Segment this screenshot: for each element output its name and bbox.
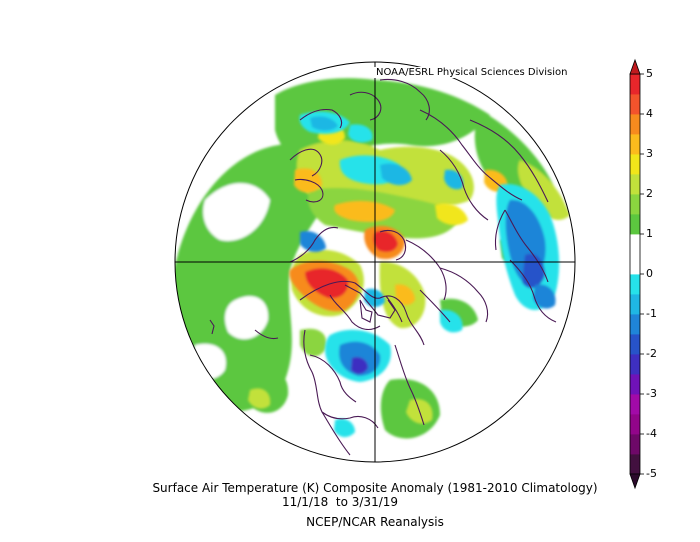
colorbar-swatch xyxy=(630,414,640,435)
colorbar-tick-label: 0 xyxy=(646,267,653,280)
colorbar-swatch xyxy=(630,114,640,135)
colorbar-swatch xyxy=(630,134,640,155)
colorbar-tick-label: -3 xyxy=(646,387,657,400)
hemisphere-border xyxy=(174,61,576,463)
date-range: 11/1/18 to 3/31/19 xyxy=(0,495,690,509)
colorbar-top-arrow xyxy=(629,58,641,75)
graticule xyxy=(175,62,575,462)
colorbar-swatch xyxy=(630,74,640,95)
colorbar-swatch xyxy=(630,434,640,455)
colorbar-tick-label: 3 xyxy=(646,147,653,160)
colorbar-swatch xyxy=(630,254,640,275)
period-end: 3/31/19 xyxy=(351,495,399,509)
colorbar-tick-label: -2 xyxy=(646,347,657,360)
colorbar-swatch xyxy=(630,354,640,375)
colorbar-swatch xyxy=(630,294,640,315)
map-title: Surface Air Temperature (K) Composite An… xyxy=(152,481,598,495)
colorbar xyxy=(629,58,644,490)
colorbar-swatch xyxy=(630,234,640,255)
colorbar-swatch xyxy=(630,454,640,475)
colorbar-swatch xyxy=(630,314,640,335)
period-start: 11/1/18 xyxy=(281,495,329,509)
colorbar-tick-label: -4 xyxy=(646,427,657,440)
colorbar-swatch xyxy=(630,374,640,395)
colorbar-tick-label: 2 xyxy=(646,187,653,200)
coastlines xyxy=(209,78,557,456)
colorbar-swatch xyxy=(630,194,640,215)
hemisphere-disc xyxy=(175,62,575,462)
credit-label: NOAA/ESRL Physical Sciences Division xyxy=(374,67,570,78)
colorbar-tick-label: 5 xyxy=(646,67,653,80)
period-separator: to xyxy=(335,495,348,509)
colorbar-swatch xyxy=(630,334,640,355)
colorbar-tick-label: -5 xyxy=(646,467,657,480)
data-source: NCEP/NCAR Reanalysis xyxy=(306,515,444,529)
colorbar-tick-label: 1 xyxy=(646,227,653,240)
colorbar-swatch xyxy=(630,154,640,175)
colorbar-bottom-arrow xyxy=(629,473,641,490)
colorbar-swatch xyxy=(630,214,640,235)
colorbar-swatch xyxy=(630,274,640,295)
colorbar-tick-label: 4 xyxy=(646,107,653,120)
colorbar-swatch xyxy=(630,174,640,195)
colorbar-swatch xyxy=(630,394,640,415)
colorbar-tick-label: -1 xyxy=(646,307,657,320)
colorbar-swatch xyxy=(630,94,640,115)
